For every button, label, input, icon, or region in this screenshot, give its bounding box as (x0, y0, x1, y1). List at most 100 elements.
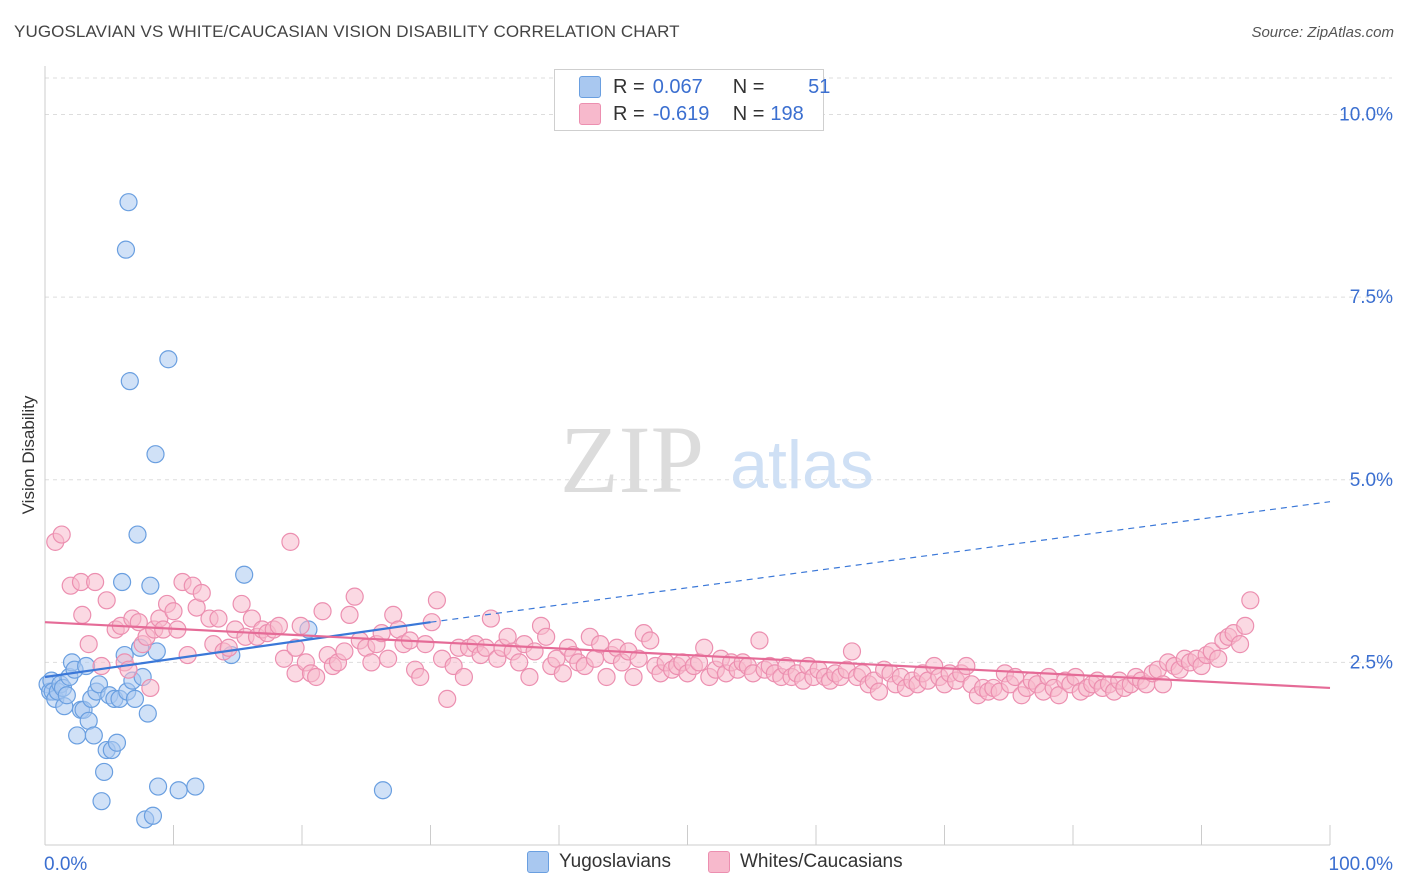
data-point (269, 616, 288, 635)
data-point (335, 642, 354, 661)
data-point (219, 638, 238, 657)
series-legend-label: Yugoslavians (559, 851, 671, 872)
series-legend-whites: Whites/Caucasians (708, 851, 903, 873)
data-point (84, 726, 103, 745)
series-swatch-blue (527, 851, 549, 873)
data-point (313, 602, 332, 621)
data-point (427, 591, 447, 610)
data-point (235, 565, 254, 584)
data-point (597, 667, 616, 687)
data-point (52, 525, 71, 544)
data-point (307, 667, 326, 687)
correlation-legend: R = 0.067 N = 51 R = -0.619 N = 198 (554, 69, 830, 131)
points-layer (38, 193, 1260, 829)
legend-r-value: 0.067 (652, 75, 703, 98)
data-point (141, 576, 160, 595)
legend-swatch-blue (579, 76, 601, 98)
trend-line-yugoslavians (44, 621, 431, 679)
series-legend-yugoslavians: Yugoslavians (527, 851, 671, 873)
data-point (274, 649, 294, 668)
watermark-zip: ZIP (560, 406, 704, 513)
series-whites (46, 525, 1260, 709)
data-point (750, 631, 769, 650)
legend-row-yugoslavians: R = 0.067 N = 51 (579, 75, 830, 99)
data-point (641, 631, 660, 650)
watermark-atlas: atlas (730, 427, 874, 503)
data-point (378, 649, 398, 668)
y-tick-label: 5.0% (1350, 470, 1393, 491)
trend-line-yugoslavians-extension (430, 501, 1331, 623)
data-point (192, 583, 211, 603)
data-point (411, 667, 430, 687)
data-point (107, 733, 127, 752)
data-point (147, 642, 166, 661)
data-point (68, 726, 87, 745)
data-point (438, 689, 457, 709)
data-point (120, 372, 139, 391)
data-point (362, 653, 381, 672)
trend-line-whites (44, 621, 1331, 690)
legend-r-value: -0.619 (652, 102, 710, 125)
data-point (291, 616, 310, 635)
data-point (373, 781, 393, 800)
data-point (842, 642, 862, 661)
legend-swatch-pink (579, 103, 601, 125)
data-point (92, 792, 111, 811)
data-point (79, 635, 98, 654)
data-point (340, 605, 359, 625)
data-point (553, 664, 572, 683)
axes-layer: 2.5% 5.0% 7.5% 10.0% 0.0% 100.0% (44, 66, 1393, 875)
data-point (92, 656, 111, 676)
legend-r-label: R = (613, 102, 645, 125)
series-legend: Yugoslavians Whites/Caucasians (0, 851, 1406, 877)
data-point (232, 594, 251, 614)
data-point (345, 587, 364, 606)
source-label: Source: ZipAtlas.com (1251, 24, 1394, 41)
data-point (957, 656, 976, 676)
data-point (1241, 591, 1260, 610)
series-yugoslavians (38, 193, 393, 829)
data-point (869, 682, 889, 701)
x-tick-label-start: 0.0% (44, 854, 87, 875)
watermark: ZIP atlas (560, 406, 874, 513)
data-point (624, 667, 643, 687)
data-point (1236, 616, 1255, 635)
data-point (209, 609, 228, 628)
data-point (141, 678, 160, 698)
series-legend-label: Whites/Caucasians (740, 851, 903, 872)
data-point (143, 806, 163, 825)
series-swatch-pink (708, 851, 730, 873)
data-point (1230, 635, 1250, 654)
chart-title: YUGOSLAVIAN VS WHITE/CAUCASIAN VISION DI… (14, 22, 680, 41)
data-point (116, 240, 136, 259)
data-point (520, 667, 539, 687)
data-point (629, 649, 648, 668)
data-point (525, 642, 544, 661)
data-point (138, 704, 157, 723)
data-point (537, 627, 556, 646)
legend-r-label: R = (613, 75, 645, 98)
y-tick-label: 10.0% (1339, 105, 1393, 126)
data-point (695, 638, 714, 657)
data-point (416, 635, 435, 654)
data-point (112, 572, 132, 592)
y-tick-label: 7.5% (1350, 287, 1393, 308)
data-point (57, 686, 76, 705)
legend-n-value: 51 (808, 75, 831, 98)
data-point (286, 638, 305, 657)
data-point (281, 532, 300, 551)
data-point (481, 609, 500, 628)
data-point (510, 653, 529, 672)
data-point (128, 525, 147, 544)
y-axis-label: Vision Disability (19, 395, 38, 514)
legend-n-label: N = (732, 102, 765, 125)
data-point (454, 667, 474, 687)
legend-n-value: 198 (770, 102, 804, 125)
data-point (97, 591, 116, 610)
trend-lines (44, 501, 1331, 690)
data-point (159, 350, 178, 369)
y-tick-label: 2.5% (1350, 652, 1393, 673)
data-point (86, 572, 105, 592)
data-point (146, 445, 165, 464)
